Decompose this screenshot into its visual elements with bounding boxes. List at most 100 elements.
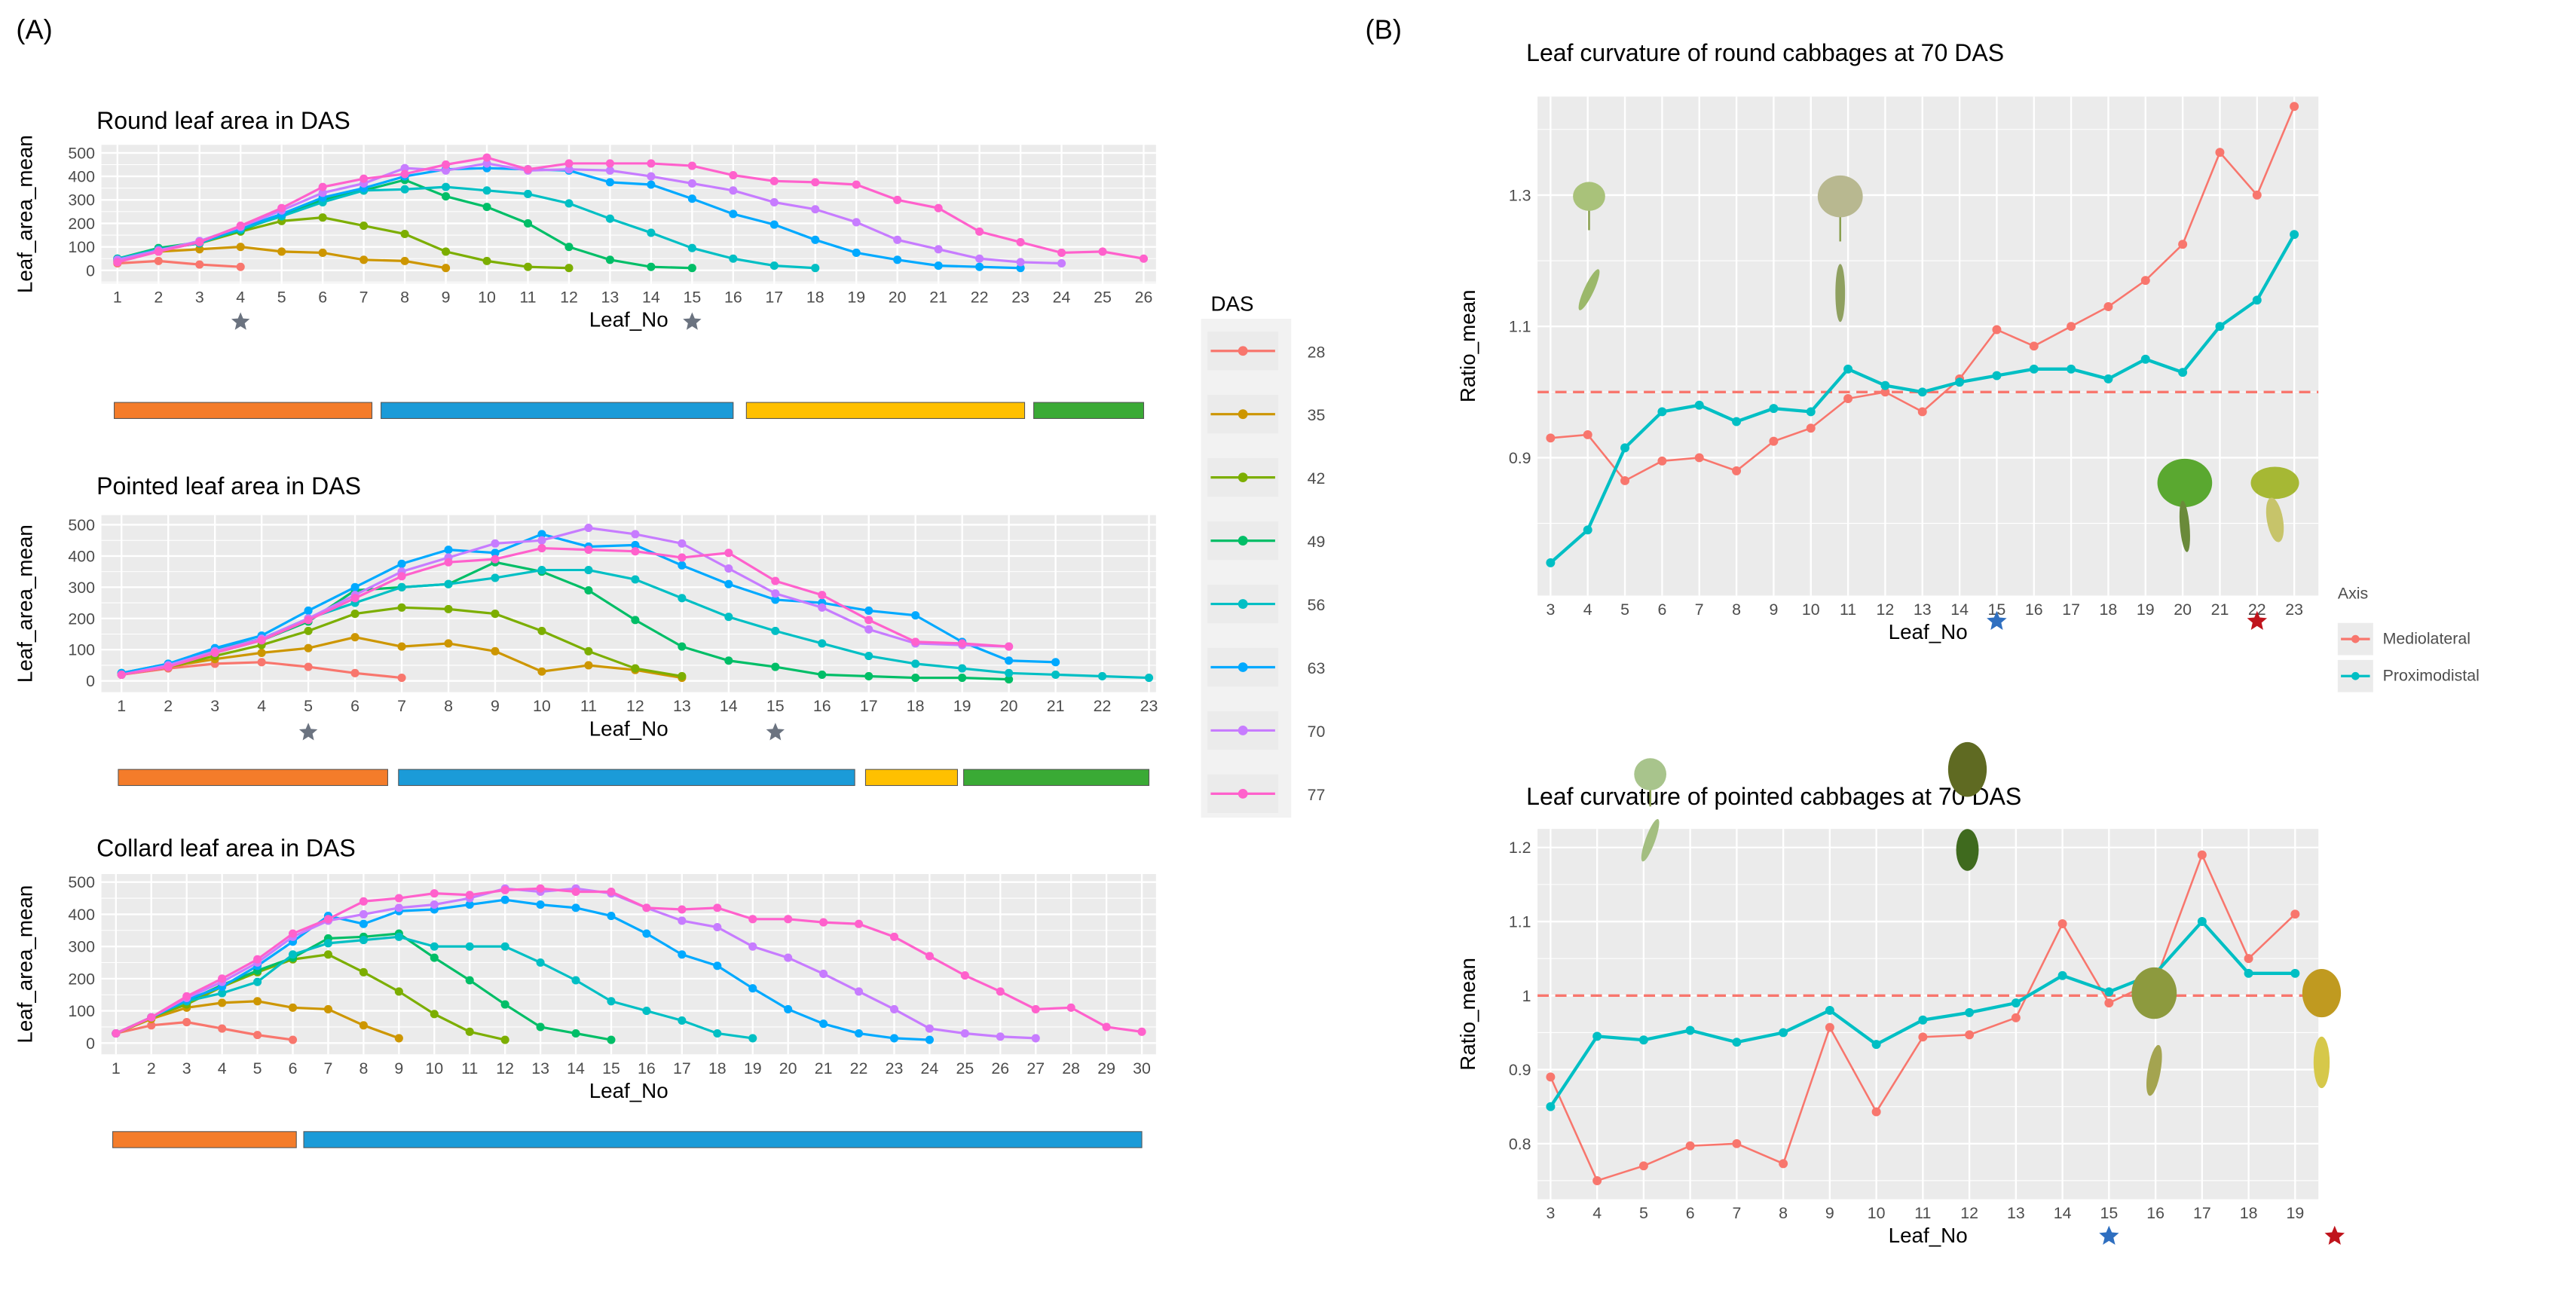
data-point-70 <box>482 159 491 168</box>
leaf-photo <box>2131 967 2177 1019</box>
data-point-42 <box>465 1027 474 1036</box>
data-point-63 <box>1051 658 1060 667</box>
data-point-Mediolateral <box>2197 850 2207 860</box>
data-point-77 <box>729 170 738 180</box>
data-point-56 <box>769 261 779 270</box>
data-point-63 <box>713 961 722 970</box>
data-point-63 <box>771 595 780 604</box>
data-point-77 <box>811 178 820 187</box>
data-point-77 <box>852 180 861 189</box>
data-point-56 <box>571 976 580 985</box>
legend-label: 70 <box>1308 723 1326 741</box>
x-tick-label: 4 <box>257 697 266 715</box>
data-point-Mediolateral <box>2057 918 2067 928</box>
data-point-Proximodistal <box>1685 1025 1695 1035</box>
x-tick-label: 29 <box>1097 1059 1115 1077</box>
data-point-63 <box>729 209 738 219</box>
data-point-Proximodistal <box>2290 968 2300 978</box>
x-tick-label: 9 <box>491 697 500 715</box>
data-point-Mediolateral <box>1871 1107 1881 1117</box>
x-tick-label: 28 <box>1062 1059 1080 1077</box>
data-point-Proximodistal <box>2029 364 2039 374</box>
data-point-70 <box>771 589 780 598</box>
data-point-Mediolateral <box>1546 433 1556 443</box>
data-point-Proximodistal <box>1843 364 1853 374</box>
data-point-77 <box>889 932 899 941</box>
y-tick-label: 500 <box>68 144 95 162</box>
data-point-49 <box>647 262 656 271</box>
data-point-63 <box>925 1035 934 1044</box>
data-point-70 <box>605 166 614 175</box>
data-point-Proximodistal <box>2197 917 2207 927</box>
data-point-70 <box>724 564 733 573</box>
data-point-42 <box>500 1035 509 1044</box>
data-point-77 <box>1066 1003 1075 1012</box>
stage-bar-blue <box>303 1131 1143 1148</box>
data-point-35 <box>218 998 227 1007</box>
data-point-70 <box>491 539 500 548</box>
x-tick-label: 7 <box>324 1059 333 1077</box>
data-point-77 <box>818 591 827 600</box>
data-point-77 <box>288 929 298 938</box>
data-point-Proximodistal <box>1965 1007 1975 1017</box>
data-point-70 <box>996 1032 1005 1041</box>
x-tick-label: 10 <box>478 289 496 307</box>
data-point-Mediolateral <box>1918 1032 1928 1042</box>
data-point-77 <box>304 616 313 625</box>
data-point-Proximodistal <box>2057 970 2067 980</box>
star-marker <box>2247 610 2268 630</box>
y-tick-label: 0.9 <box>1509 1061 1531 1079</box>
data-point-56 <box>729 254 738 263</box>
data-point-Proximodistal <box>2140 354 2150 364</box>
x-tick-label: 9 <box>1769 601 1778 619</box>
x-tick-label: 19 <box>847 289 865 307</box>
data-point-49 <box>536 1022 545 1032</box>
data-point-77 <box>819 918 828 927</box>
data-point-77 <box>960 971 969 980</box>
y-tick-label: 0 <box>86 672 95 690</box>
y-tick-label: 500 <box>68 516 95 534</box>
x-tick-label: 1 <box>112 1059 121 1077</box>
data-point-Mediolateral <box>2104 998 2114 1008</box>
data-point-42 <box>318 213 327 222</box>
data-point-63 <box>678 561 687 570</box>
legend-label: 63 <box>1308 659 1326 677</box>
data-point-Mediolateral <box>1965 1030 1975 1040</box>
data-point-Proximodistal <box>1620 443 1630 453</box>
data-point-Proximodistal <box>1917 387 1927 397</box>
data-point-49 <box>584 585 593 595</box>
y-axis-label: Leaf_area_mean <box>14 524 37 683</box>
series-line-70 <box>121 526 1009 676</box>
chart-title: Round leaf area in DAS <box>96 107 350 134</box>
data-point-77 <box>975 227 984 236</box>
x-tick-label: 14 <box>567 1059 585 1077</box>
leaf-blade <box>2179 500 2190 552</box>
x-tick-label: 3 <box>182 1059 191 1077</box>
data-point-49 <box>864 671 873 681</box>
data-point-63 <box>934 261 943 270</box>
x-tick-label: 17 <box>2193 1204 2211 1222</box>
y-tick-label: 100 <box>68 238 95 256</box>
x-tick-label: 11 <box>519 289 536 307</box>
leaf-blade <box>2302 969 2342 1018</box>
data-point-70 <box>318 188 327 197</box>
legend-key-point <box>1238 472 1248 483</box>
x-tick-label: 8 <box>359 1059 368 1077</box>
data-point-77 <box>113 258 122 267</box>
x-tick-label: 11 <box>1914 1204 1931 1222</box>
leaf-blade <box>1956 829 1979 871</box>
stage-bar-green <box>963 769 1150 787</box>
data-point-77 <box>1057 248 1066 258</box>
y-tick-label: 200 <box>68 215 95 233</box>
x-tick-label: 13 <box>673 697 691 715</box>
legend-label: 35 <box>1308 406 1326 424</box>
data-point-63 <box>605 178 614 187</box>
data-point-63 <box>631 540 640 549</box>
data-point-77 <box>687 161 696 170</box>
legend-key-point <box>1238 726 1248 735</box>
data-point-35 <box>584 661 593 670</box>
x-tick-label: 1 <box>113 289 122 307</box>
data-point-77 <box>864 616 873 625</box>
x-tick-label: 7 <box>1732 1204 1741 1222</box>
